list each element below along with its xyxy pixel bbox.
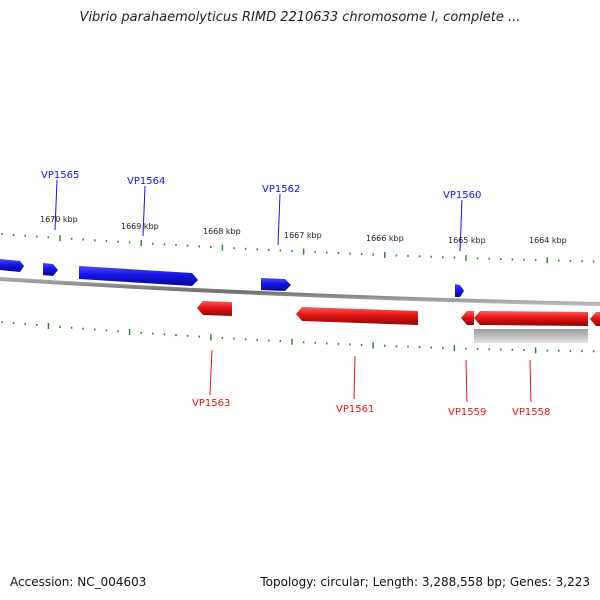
gene-label-VP1560[interactable]: VP1560 [443,190,481,201]
tick-labels: 1670 kbp 1669 kbp 1668 kbp 1667 kbp 1666… [40,215,567,245]
gene-VP1558[interactable] [474,311,588,326]
gene-VP1562[interactable] [261,278,291,291]
gene-label-VP1561[interactable]: VP1561 [336,404,374,415]
gene-label-VP1562[interactable]: VP1562 [262,184,300,195]
selection-bar [474,329,588,343]
tick-label: 1664 kbp [529,236,567,245]
forward-gene-labels: VP1565 VP1564 VP1562 VP1560 [41,170,481,252]
genome-summary-text: Topology: circular; Length: 3,288,558 bp… [260,575,590,589]
tick-label: 1669 kbp [121,222,159,231]
upper-tick-track [1,233,595,264]
gene-arrow-reverse[interactable] [590,312,600,326]
gene-VP1559[interactable] [461,311,474,325]
leader-line [277,193,281,246]
leader-line [142,185,146,237]
tick-label: 1667 kbp [284,231,322,240]
gene-VP1561[interactable] [296,307,418,325]
gene-label-VP1564[interactable]: VP1564 [127,176,165,187]
gene-arrow-forward[interactable] [43,263,58,276]
chromosome-backbone [0,277,600,306]
leader-line [353,355,356,400]
gene-VP1560[interactable] [455,284,464,297]
leader-line [54,179,58,231]
leader-line [209,349,213,396]
reverse-strand-genes [197,301,600,343]
gene-label-VP1559[interactable]: VP1559 [448,407,486,418]
forward-strand-genes [0,259,464,297]
gene-label-VP1565[interactable]: VP1565 [41,170,79,181]
gene-VP1564[interactable] [79,266,198,286]
tick-label: 1668 kbp [203,227,241,236]
lower-tick-track [1,321,595,354]
accession-text: Accession: NC_004603 [10,575,147,589]
reverse-gene-labels: VP1563 VP1561 VP1559 VP1558 [192,349,550,418]
leader-line [529,359,532,403]
leader-line [459,199,463,252]
gene-label-VP1563[interactable]: VP1563 [192,398,230,409]
tick-label: 1666 kbp [366,234,404,243]
tick-label: 1670 kbp [40,215,78,224]
map-title: Vibrio parahaemolyticus RIMD 2210633 chr… [79,10,521,25]
gene-arrow-forward[interactable] [0,259,24,272]
tick-label: 1665 kbp [448,236,486,245]
gene-label-VP1558[interactable]: VP1558 [512,407,550,418]
leader-line [465,359,468,403]
gene-VP1563[interactable] [197,301,232,316]
